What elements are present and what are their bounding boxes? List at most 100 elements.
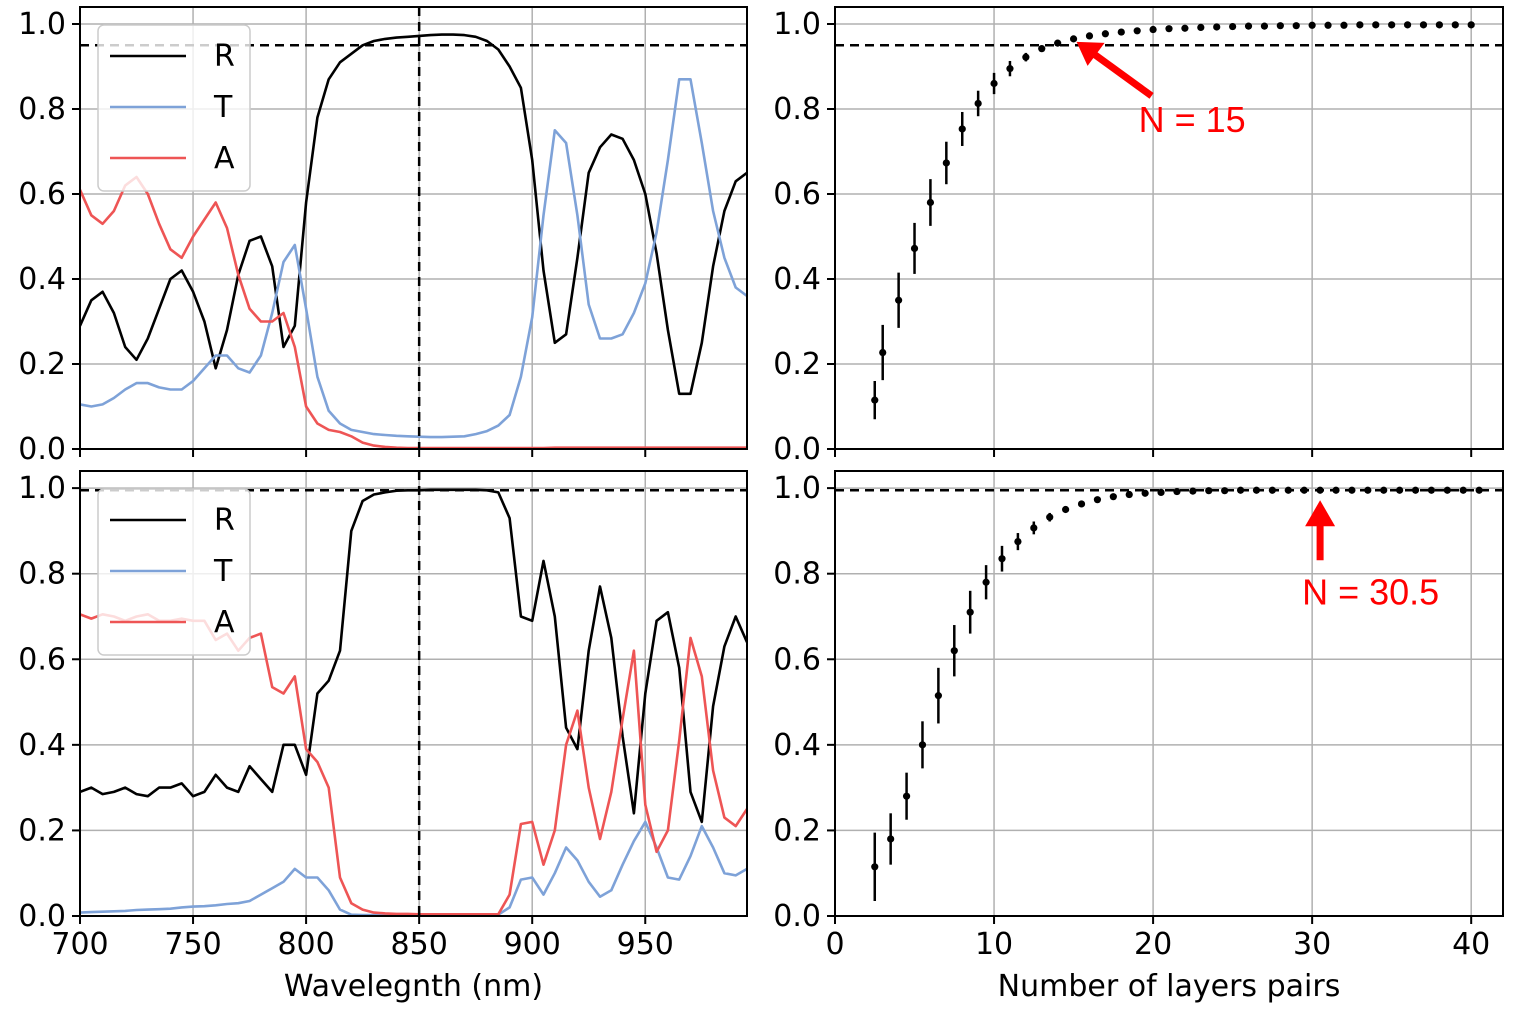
legend-label-R: R [214,503,235,538]
data-point [1403,21,1412,29]
legend-label-A: A [214,141,235,176]
data-point [1467,21,1475,29]
data-point [982,578,990,586]
data-point [1062,505,1070,514]
data-point [1244,22,1253,30]
y-tick-label: 0.4 [773,728,821,763]
data-point [1213,23,1221,31]
data-point [910,244,919,252]
annotation-label: N = 15 [1139,99,1246,140]
axes-frame [79,470,748,917]
data-point [1292,22,1300,30]
data-point [950,647,958,655]
annotation-label: N = 30.5 [1302,571,1439,612]
x-tick-label: 40 [1452,927,1490,962]
data-point [1022,53,1030,61]
y-tick-label: 0.8 [18,92,66,127]
bottom-right-plot-area [835,486,1503,902]
x-tick-label: 0 [825,927,844,962]
data-point [926,198,935,207]
data-point [1205,487,1213,495]
data-point [1189,487,1197,495]
legend-label-T: T [213,90,233,125]
data-point [1419,21,1428,29]
data-point [1451,21,1459,29]
data-point [1093,496,1102,504]
x-tick-label: 900 [504,927,561,962]
data-point [1181,24,1189,32]
y-tick-label: 0.2 [18,813,66,848]
data-point [1173,487,1181,496]
data-point [1276,22,1284,30]
legend-label-A: A [214,605,235,640]
top-left-panel: 0.0 0.2 0.4 0.6 0.8 1.0 RTA [18,6,748,467]
annotation-arrowhead [1305,500,1336,527]
data-point [1125,490,1133,499]
data-point [1085,32,1094,40]
y-tick-label: 0.8 [773,557,821,592]
data-point [1165,25,1173,33]
data-point [1443,486,1451,494]
data-point [958,125,966,133]
series-line-A [80,175,747,449]
series-line-R [80,33,747,396]
x-tick-label: 10 [975,927,1013,962]
y-tick-label: 0.4 [18,262,66,297]
y-tick-label: 0.0 [773,899,821,934]
data-point [887,835,895,843]
data-point [1077,500,1086,508]
data-point [1427,486,1436,494]
series-line-T [80,78,747,439]
data-point [1109,493,1117,501]
data-point [895,296,903,304]
data-point [1340,21,1348,29]
x-tick-label: 750 [164,927,221,962]
y-tick-label: 0.4 [773,262,821,297]
data-point [1038,45,1046,53]
data-point [1006,65,1014,73]
y-tick-label: 0.2 [773,347,821,382]
axes-frame [834,470,1504,917]
data-point [1133,27,1141,35]
data-point [974,99,982,108]
axes-frame [79,6,748,450]
bottom-left-panel: 0.0 0.2 0.4 0.6 0.8 1.0 700 750 800 850 900 950 Wave… [18,470,748,1004]
annotation-arrow-shaft [1087,48,1154,99]
bottom-right-panel: 0.0 0.2 0.4 0.6 0.8 1.0 0 10 20 30 40 Number of lay… [773,470,1504,1004]
y-tick-label: 0.2 [773,813,821,848]
data-point [871,863,879,871]
data-point [1046,513,1054,521]
data-point [1260,22,1269,30]
data-point [1149,25,1157,34]
y-tick-label: 0.6 [773,177,821,212]
y-tick-label: 0.6 [18,642,66,677]
x-tick-label: 700 [51,927,108,962]
data-point [918,741,927,749]
data-point [1157,488,1165,496]
y-tick-label: 0.0 [18,899,66,934]
data-point [1475,486,1483,494]
data-point [966,608,974,616]
x-tick-label: 20 [1134,927,1172,962]
top-right-plot-area [835,21,1503,420]
x-tick-label: 850 [391,927,448,962]
data-point [998,555,1006,563]
x-tick-label: 30 [1293,927,1331,962]
top-right-panel: 0.0 0.2 0.4 0.6 0.8 1.0 N = 15 [773,6,1504,467]
data-point [879,348,887,357]
data-point [1372,21,1380,29]
series-line-T [80,820,747,916]
x-axis-label: Wavelegnth (nm) [284,969,543,1004]
legend-label-R: R [214,39,235,74]
annotation-arrowhead [1076,41,1105,66]
data-point [1069,35,1078,43]
y-tick-label: 0.8 [773,92,821,127]
data-point [1308,21,1316,29]
legend-label-T: T [213,554,233,589]
data-point [1388,21,1396,29]
x-tick-label: 800 [277,927,334,962]
data-point [1054,39,1062,47]
data-point [871,396,879,404]
data-point [1229,22,1237,31]
